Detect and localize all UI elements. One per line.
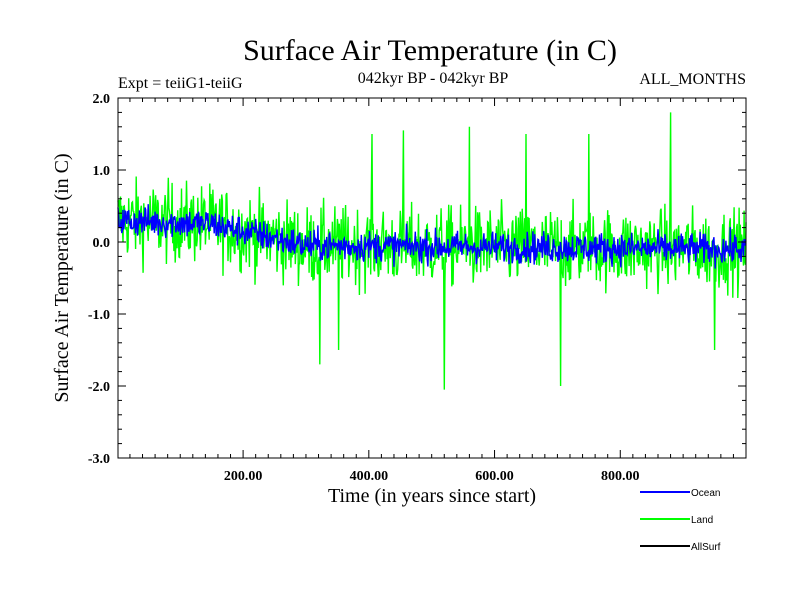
months-label: ALL_MONTHS [639,71,746,88]
axis-ticks [118,97,747,459]
ocean-series-line [117,204,747,269]
axis-tick-labels: 2.0 1.0 0.0 -1.0 -2.0 -3.0 200.00 400.00 600.00 8… [88,92,640,484]
y-tick-label: 1.0 [93,164,111,179]
plot-area [117,112,747,390]
x-tick-label: 200.00 [224,469,263,484]
y-tick-label: -2.0 [88,380,110,395]
y-tick-label: 2.0 [93,92,111,107]
experiment-label: Expt = teiiG1-teiiG [118,75,243,92]
legend-label: Ocean [691,488,720,499]
legend-label: AllSurf [691,542,721,553]
land-series-line [117,112,747,390]
y-tick-label: 0.0 [93,236,111,251]
y-tick-label: -3.0 [88,452,110,467]
y-axis-label: Surface Air Temperature (in C) [51,153,73,402]
x-tick-label: 600.00 [475,469,514,484]
chart-title: Surface Air Temperature (in C) [243,34,617,67]
y-tick-label: -1.0 [88,308,110,323]
legend-label: Land [691,515,713,526]
x-axis-label: Time (in years since start) [328,485,536,507]
plot-frame [117,97,747,459]
x-tick-label: 800.00 [601,469,640,484]
period-label: 042kyr BP - 042kyr BP [358,70,509,87]
legend: Ocean Land AllSurf [640,488,721,553]
x-tick-label: 400.00 [350,469,389,484]
